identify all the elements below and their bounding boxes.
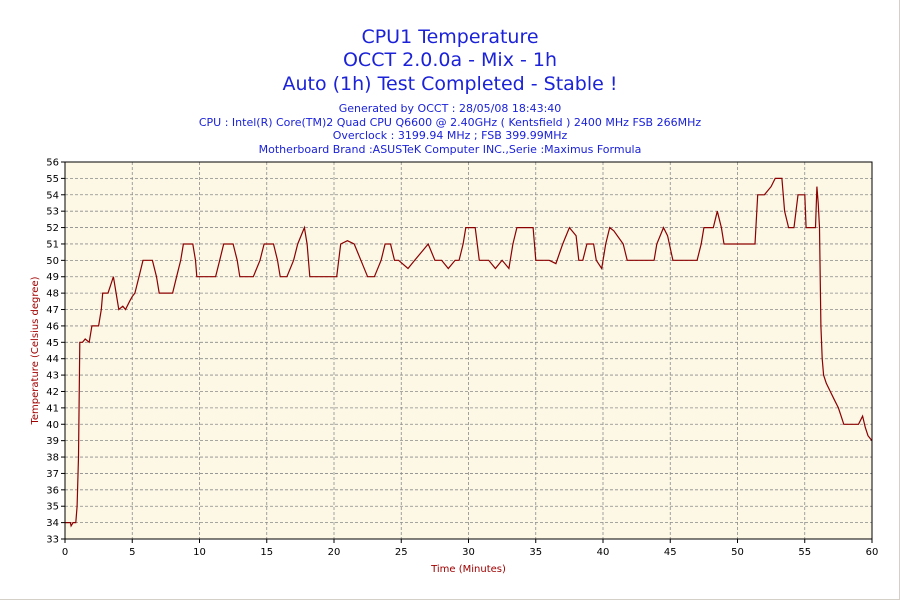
y-tick-label: 52 bbox=[46, 223, 59, 234]
y-tick-label: 46 bbox=[46, 321, 59, 332]
y-tick-label: 50 bbox=[46, 256, 59, 267]
plot-frame bbox=[64, 161, 873, 540]
y-tick-label: 43 bbox=[46, 371, 59, 382]
x-tick-label: 25 bbox=[395, 547, 408, 558]
y-tick-label: 41 bbox=[46, 403, 59, 414]
x-tick-label: 45 bbox=[664, 547, 677, 558]
x-tick-label: 10 bbox=[193, 547, 206, 558]
y-tick-label: 38 bbox=[46, 453, 59, 464]
y-axis-ticks: 33 34 35 36 37 38 39 40 41 42 43 44 45 46 47 48 49 50 51 52… bbox=[46, 158, 65, 546]
y-tick-label: 49 bbox=[46, 272, 59, 283]
chart-subtitle-test: OCCT 2.0.0a - Mix - 1h bbox=[342, 49, 558, 71]
temperature-line bbox=[65, 177, 873, 528]
x-tick-label: 0 bbox=[62, 547, 68, 558]
y-tick-label: 54 bbox=[46, 190, 59, 201]
y-tick-label: 45 bbox=[46, 338, 59, 349]
y-tick-label: 35 bbox=[46, 502, 59, 513]
y-tick-label: 33 bbox=[46, 535, 59, 546]
grid-lines bbox=[65, 162, 872, 539]
y-tick-label: 48 bbox=[46, 289, 59, 300]
system-info: Generated by OCCT : 28/05/08 18:43:40 CP… bbox=[0, 102, 900, 156]
x-tick-label: 30 bbox=[462, 547, 475, 558]
y-tick-label: 44 bbox=[46, 354, 59, 365]
y-tick-label: 47 bbox=[46, 305, 59, 316]
cpu-info: CPU : Intel(R) Core(TM)2 Quad CPU Q6600 … bbox=[198, 115, 702, 129]
y-tick-label: 39 bbox=[46, 436, 59, 447]
chart-titles: CPU1 Temperature OCCT 2.0.0a - Mix - 1h … bbox=[0, 26, 900, 96]
generated-info: Generated by OCCT : 28/05/08 18:43:40 bbox=[338, 102, 562, 115]
x-tick-label: 20 bbox=[328, 547, 341, 558]
chart-subtitle-status: Auto (1h) Test Completed - Stable ! bbox=[282, 73, 618, 95]
y-tick-label: 40 bbox=[46, 420, 59, 431]
y-axis-label: Temperature (Celsius degree) bbox=[30, 276, 41, 425]
y-tick-label: 56 bbox=[46, 158, 59, 169]
y-tick-label: 51 bbox=[46, 239, 59, 250]
x-tick-label: 55 bbox=[798, 547, 811, 558]
y-tick-label: 53 bbox=[46, 207, 59, 218]
x-axis-label: Time (Minutes) bbox=[430, 564, 506, 575]
chart-title: CPU1 Temperature bbox=[361, 26, 539, 48]
y-tick-label: 55 bbox=[46, 174, 59, 185]
overclock-info: Overclock : 3199.94 MHz ; FSB 399.99MHz bbox=[332, 129, 568, 142]
motherboard-info: Motherboard Brand :ASUSTeK Computer INC.… bbox=[258, 142, 642, 156]
y-tick-label: 34 bbox=[46, 518, 59, 529]
x-tick-label: 50 bbox=[731, 547, 744, 558]
x-axis-ticks: 0 5 10 15 20 25 30 35 40 45 50 55 60 bbox=[62, 539, 879, 558]
y-tick-label: 37 bbox=[46, 469, 59, 480]
x-tick-label: 35 bbox=[529, 547, 542, 558]
x-tick-label: 15 bbox=[260, 547, 273, 558]
y-tick-label: 36 bbox=[46, 485, 59, 496]
x-tick-label: 40 bbox=[597, 547, 610, 558]
x-tick-label: 60 bbox=[866, 547, 879, 558]
y-tick-label: 42 bbox=[46, 387, 59, 398]
x-tick-label: 5 bbox=[129, 547, 135, 558]
